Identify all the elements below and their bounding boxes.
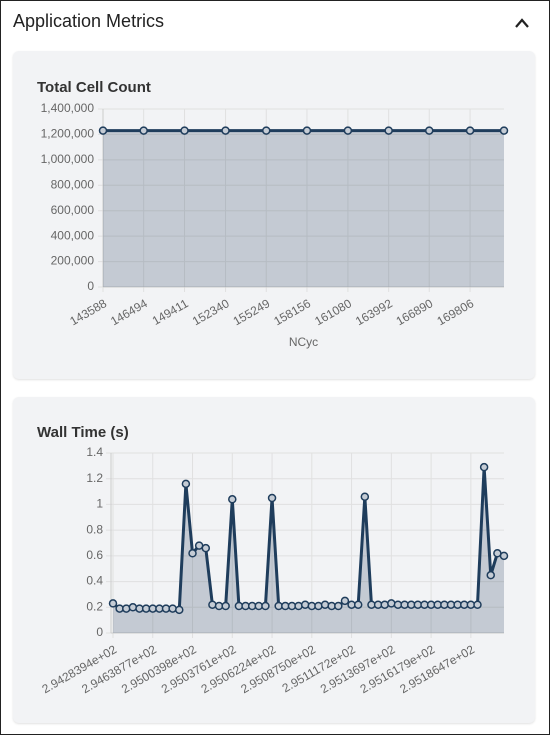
y-tick-label: 1.4 [86, 445, 103, 459]
data-point [320, 600, 330, 609]
data-point [465, 126, 475, 135]
y-tick-label: 0 [87, 279, 94, 293]
x-tick-label: 143588 [67, 296, 109, 328]
data-point [384, 126, 393, 135]
data-point [294, 601, 303, 611]
data-point [380, 600, 389, 609]
data-point [180, 126, 189, 135]
x-tick-label: 166890 [394, 296, 436, 328]
data-point [353, 600, 363, 609]
data-point [340, 596, 350, 606]
x-tick-label: 161080 [312, 296, 354, 328]
data-point [360, 492, 370, 501]
y-tick-label: 1.2 [86, 471, 103, 485]
data-point [122, 604, 131, 613]
y-tick-label: 0.8 [86, 522, 103, 536]
data-point [168, 604, 177, 613]
y-tick-label: 1,400,000 [41, 101, 95, 115]
data-point [300, 600, 310, 609]
data-point [343, 126, 353, 135]
data-point [302, 126, 312, 135]
collapse-button[interactable] [1, 1, 549, 41]
x-axis-title: NCyc [289, 335, 318, 349]
data-point [314, 601, 323, 611]
y-tick-label: 1 [96, 497, 103, 511]
x-tick-label: 155249 [231, 296, 273, 328]
data-point [499, 126, 509, 135]
x-tick-label: 146494 [108, 296, 150, 328]
data-point [387, 599, 396, 608]
y-tick-label: 0.6 [86, 548, 103, 562]
y-tick-label: 0.2 [86, 599, 103, 613]
x-tick-label: 169806 [434, 296, 476, 328]
data-point [108, 599, 118, 608]
caret-icon[interactable] [515, 18, 529, 28]
data-point [261, 601, 270, 611]
data-point [262, 126, 271, 135]
data-point [221, 126, 230, 135]
data-point [128, 603, 138, 612]
data-point [98, 126, 108, 135]
data-point [228, 495, 237, 504]
data-point [181, 479, 191, 489]
data-point [424, 126, 434, 135]
chart-title: Total Cell Count [37, 79, 151, 96]
data-point [175, 605, 184, 615]
x-tick-label: 158156 [271, 296, 313, 328]
chart-title: Wall Time (s) [37, 424, 129, 441]
y-tick-label: 1,200,000 [41, 127, 95, 141]
area-fill [103, 130, 504, 287]
panel-title: Application Metrics [13, 11, 165, 31]
y-tick-label: 0 [96, 625, 103, 639]
data-point [208, 600, 217, 609]
x-tick-label: 163992 [353, 296, 395, 328]
chart-card [13, 51, 535, 379]
x-tick-label: 149411 [150, 296, 191, 328]
data-point [139, 126, 148, 135]
data-point [267, 493, 277, 503]
data-point [188, 549, 197, 558]
y-tick-label: 0.4 [86, 574, 103, 588]
data-point [201, 543, 211, 553]
chart-card [13, 397, 535, 723]
y-tick-label: 200,000 [51, 254, 95, 268]
y-tick-label: 800,000 [51, 177, 95, 191]
data-point [486, 570, 495, 580]
data-point [221, 601, 230, 611]
data-point [499, 551, 509, 561]
data-point [479, 462, 489, 472]
x-tick-label: 152340 [190, 296, 232, 328]
y-tick-label: 400,000 [51, 228, 95, 242]
y-tick-label: 600,000 [51, 203, 95, 217]
data-point [334, 601, 343, 611]
y-tick-label: 1,000,000 [41, 152, 95, 166]
data-point [473, 600, 482, 609]
series-line [112, 467, 505, 612]
